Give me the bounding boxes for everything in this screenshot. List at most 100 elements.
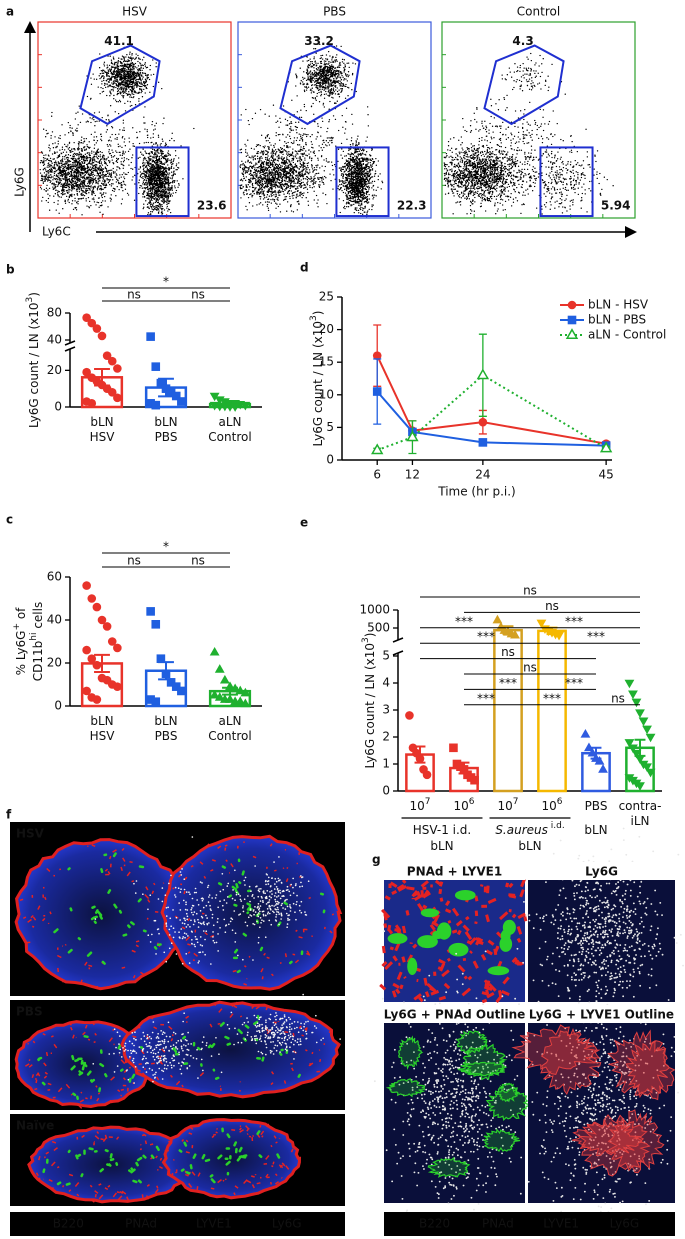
flow-title: HSV	[122, 5, 148, 19]
flow-title: PBS	[323, 5, 346, 19]
text-part: bLN	[584, 823, 607, 837]
data-point	[107, 356, 117, 366]
stain-label: LYVE1	[543, 1217, 579, 1231]
gate-polygon	[279, 44, 361, 126]
significance-label: ns	[191, 554, 205, 568]
data-point	[156, 378, 166, 388]
panel-label: g	[372, 853, 381, 867]
gate-value: 5.94	[601, 199, 631, 213]
data-point	[631, 698, 642, 708]
data-point	[146, 695, 155, 704]
image-label: PNAd + LYVE1	[407, 865, 502, 879]
lyve1-signal	[25, 1022, 141, 1109]
y-tick-label: 20	[319, 322, 334, 336]
legend-marker	[567, 300, 577, 310]
data-point	[92, 660, 102, 670]
data-point	[166, 678, 176, 687]
data-point	[92, 324, 102, 333]
data-point	[635, 755, 645, 764]
label-strip	[384, 1005, 525, 1023]
y-tick-label: 15	[319, 355, 334, 369]
series-line	[376, 390, 607, 447]
data-point	[628, 690, 638, 700]
stain-label: PNAd	[125, 1217, 157, 1231]
data-point	[161, 384, 171, 393]
label-strip	[528, 1005, 675, 1023]
label-strip	[384, 862, 525, 880]
data-point	[478, 417, 488, 427]
x-tick-label: HSV	[90, 729, 116, 743]
data-point	[214, 664, 225, 673]
pnad-outline	[427, 1156, 471, 1178]
panel-label: d	[300, 261, 309, 275]
legend-label: bLN - HSV	[588, 298, 649, 312]
tissue-lobe	[161, 1118, 302, 1200]
text-part: HSV	[90, 430, 116, 444]
data-point	[87, 594, 97, 603]
data-point	[240, 401, 251, 411]
flow-frame	[441, 21, 636, 219]
legend-marker	[567, 315, 577, 325]
data-point	[87, 318, 97, 328]
bar	[537, 629, 567, 793]
text-part: aLN	[218, 415, 241, 429]
data-point	[510, 629, 520, 639]
x-tick-label: PBS	[155, 729, 178, 743]
text-part: bLN	[90, 415, 113, 429]
ly6g-signal	[222, 856, 310, 938]
data-point	[107, 637, 117, 646]
data-point	[536, 619, 547, 629]
data-point	[171, 391, 181, 401]
data-point	[151, 362, 161, 371]
data-point	[82, 367, 91, 377]
y-tick-label: 80	[47, 306, 62, 320]
text-part: HSV	[90, 729, 116, 743]
y-tick-label: 60	[47, 570, 62, 584]
legend-label: bLN - PBS	[588, 313, 646, 327]
x-tick-label: bLN	[154, 714, 177, 728]
stain-label: Ly6G	[610, 1217, 640, 1231]
y-tick-label: 0	[54, 400, 62, 414]
significance-label: ***	[477, 691, 495, 705]
y-axis-label: CD11bhi cells	[29, 602, 45, 681]
pnad-outline	[482, 1128, 521, 1152]
text-part: Control	[208, 729, 251, 743]
data-point	[478, 438, 488, 447]
pnad-outline	[485, 1086, 530, 1121]
text-part: 6	[469, 797, 475, 807]
text-part: +	[12, 623, 22, 631]
gate-value: 22.3	[397, 199, 427, 213]
gate-value: 41.1	[104, 34, 134, 48]
data-point	[82, 686, 91, 696]
data-point	[580, 729, 591, 738]
significance-label: ***	[587, 630, 605, 644]
y-tick-label: 25	[319, 290, 334, 304]
image-label: Ly6G	[585, 865, 618, 879]
data-point	[459, 765, 469, 774]
text-part: bLN	[430, 839, 453, 853]
stain-legend	[384, 1212, 675, 1236]
gate-value: 33.2	[304, 34, 334, 48]
data-point	[587, 747, 598, 757]
flow-frame	[37, 21, 232, 219]
data-point	[146, 332, 155, 341]
ly6g-signal	[92, 1012, 223, 1084]
significance-label: ns	[501, 645, 515, 659]
data-point	[166, 388, 176, 397]
data-point	[635, 782, 645, 791]
pnad-signal	[454, 890, 476, 901]
data-point	[146, 607, 155, 616]
data-point	[235, 685, 246, 695]
stain-label: B220	[53, 1217, 84, 1231]
pnad-signal	[448, 942, 469, 957]
data-point	[631, 749, 642, 759]
x-tick-label: 106	[453, 797, 474, 813]
group-label: bLN	[430, 839, 453, 853]
data-point	[87, 399, 97, 408]
text-part: bLN	[154, 415, 177, 429]
significance-label: ns	[191, 288, 205, 302]
text-part: Control	[208, 430, 251, 444]
text-part: bLN	[154, 714, 177, 728]
significance-label: ***	[499, 676, 517, 690]
data-point	[82, 581, 91, 590]
